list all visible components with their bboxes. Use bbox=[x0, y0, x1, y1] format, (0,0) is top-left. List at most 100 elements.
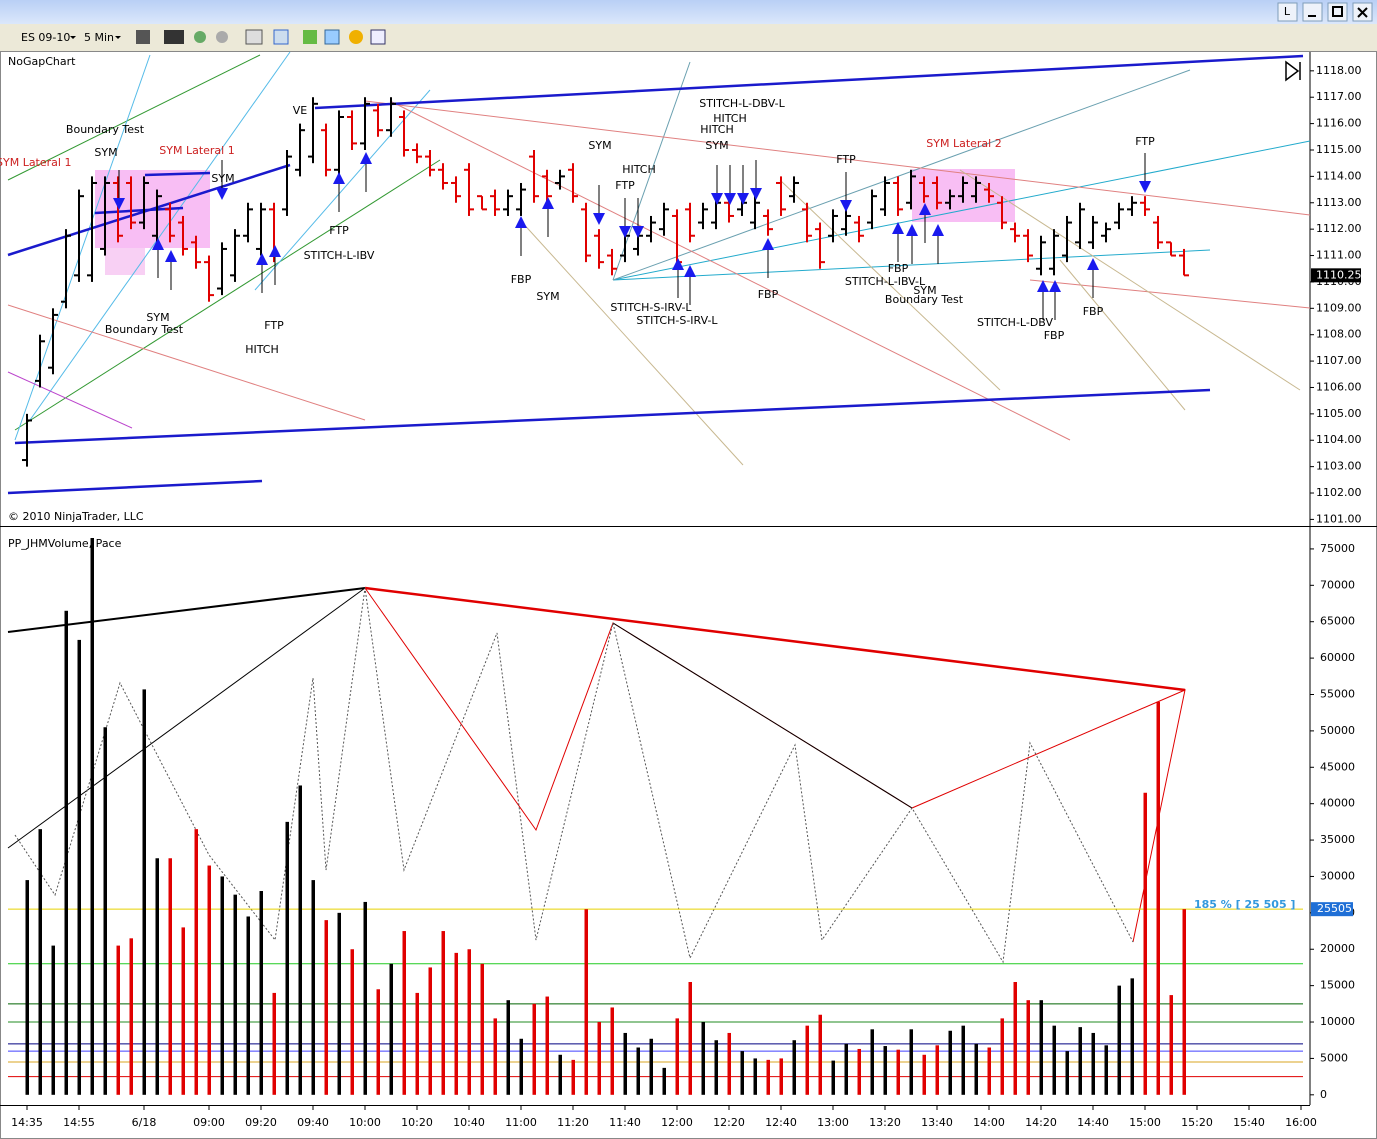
volume-bar bbox=[571, 1059, 575, 1095]
annotation: FBP bbox=[1083, 305, 1104, 318]
x-tick-label: 12:20 bbox=[713, 1116, 745, 1129]
y-tick-label: 1114.00 bbox=[1316, 169, 1362, 182]
trend-line bbox=[389, 100, 1071, 441]
y-tick-label: 60000 bbox=[1320, 651, 1355, 664]
bars-icon[interactable] bbox=[136, 30, 150, 44]
scroll-end-icon[interactable] bbox=[1285, 60, 1301, 82]
x-tick-label: 10:40 bbox=[453, 1116, 485, 1129]
y-tick-label: 75000 bbox=[1320, 542, 1355, 555]
signal-arrow-up bbox=[932, 224, 944, 236]
x-tick-label: 10:20 bbox=[401, 1116, 433, 1129]
channel-line bbox=[7, 479, 263, 495]
x-tick-label: 14:20 bbox=[1025, 1116, 1057, 1129]
volume-bar bbox=[493, 1018, 497, 1095]
volume-bar bbox=[636, 1047, 640, 1095]
y-tick-label: 1117.00 bbox=[1316, 90, 1362, 103]
annotation: SYM Lateral 2 bbox=[926, 137, 1001, 150]
volume-bar bbox=[818, 1014, 822, 1095]
annotation: SYM bbox=[588, 139, 611, 152]
volume-bar bbox=[987, 1047, 991, 1095]
volume-bar bbox=[688, 981, 692, 1095]
volume-bar bbox=[1078, 1027, 1082, 1095]
x-tick-label: 15:20 bbox=[1181, 1116, 1213, 1129]
draw-icon[interactable] bbox=[164, 30, 184, 44]
maximize-icon bbox=[1332, 6, 1343, 17]
volume-bar bbox=[1013, 981, 1017, 1095]
value-tag bbox=[1311, 902, 1353, 917]
x-tick-label: 13:00 bbox=[817, 1116, 849, 1129]
volume-bar bbox=[1091, 1032, 1095, 1095]
trend-line bbox=[612, 249, 1211, 281]
zoom-out-icon[interactable] bbox=[216, 31, 228, 43]
annotation: FTP bbox=[329, 224, 349, 237]
volume-bar bbox=[1169, 995, 1173, 1095]
signal-arrow-down bbox=[113, 198, 125, 210]
volume-bar bbox=[389, 963, 393, 1095]
annotation: SYM bbox=[146, 311, 169, 324]
channel-line bbox=[14, 388, 1211, 445]
value-tag-label: 25505 bbox=[1317, 902, 1352, 915]
properties-icon[interactable] bbox=[273, 29, 289, 45]
maximize-button[interactable] bbox=[1327, 2, 1348, 22]
x-tick-label: 14:00 bbox=[973, 1116, 1005, 1129]
annotation: FBP bbox=[511, 273, 532, 286]
y-tick-label: 5000 bbox=[1320, 1051, 1348, 1064]
volume-bar bbox=[38, 829, 42, 1095]
zoom-in-icon[interactable] bbox=[194, 31, 206, 43]
volume-bar bbox=[1130, 978, 1134, 1095]
volume-bar bbox=[909, 1029, 913, 1095]
annotation: HITCH bbox=[700, 123, 734, 136]
title-bar bbox=[0, 0, 1377, 24]
volume-bar bbox=[298, 785, 302, 1095]
annotation: SYM bbox=[705, 139, 728, 152]
annotation: FTP bbox=[615, 179, 635, 192]
money-icon[interactable] bbox=[349, 30, 363, 44]
strategy-icon[interactable] bbox=[303, 30, 317, 44]
volume-bar bbox=[259, 891, 263, 1095]
interval-selector[interactable] bbox=[80, 29, 124, 46]
data-box-icon[interactable] bbox=[370, 29, 386, 45]
dropdown-icon bbox=[70, 36, 76, 39]
y-tick-label: 1118.00 bbox=[1316, 64, 1362, 77]
window-button[interactable] bbox=[1277, 2, 1298, 22]
y-tick-label: 1108.00 bbox=[1316, 328, 1362, 341]
minimize-button[interactable] bbox=[1302, 2, 1323, 22]
volume-bar bbox=[623, 1032, 627, 1095]
annotation: Boundary Test bbox=[66, 123, 145, 136]
x-tick-label: 13:40 bbox=[921, 1116, 953, 1129]
pace-line bbox=[7, 587, 366, 849]
signal-arrow-up bbox=[892, 222, 904, 234]
volume-bar bbox=[220, 876, 224, 1095]
volume-bar bbox=[324, 920, 328, 1095]
volume-bar bbox=[1143, 792, 1147, 1095]
annotation: FBP bbox=[888, 262, 909, 275]
instrument-label: ES 09-10 bbox=[21, 31, 70, 44]
annotation: SYM bbox=[536, 290, 559, 303]
indicator-icon[interactable] bbox=[324, 29, 340, 45]
annotation: SYM bbox=[913, 284, 936, 297]
signal-arrow-down bbox=[619, 226, 631, 238]
signal-arrow-down bbox=[724, 193, 736, 205]
y-tick-label: 15000 bbox=[1320, 979, 1355, 992]
y-tick-label: 1116.00 bbox=[1316, 117, 1362, 130]
signal-arrow-up bbox=[1049, 280, 1061, 292]
y-tick-label: 65000 bbox=[1320, 615, 1355, 628]
y-tick-label: 1102.00 bbox=[1316, 486, 1362, 499]
y-tick-label: 1106.00 bbox=[1316, 380, 1362, 393]
chart-title: NoGapChart bbox=[8, 55, 76, 68]
volume-bar bbox=[142, 689, 146, 1095]
trend-line bbox=[364, 100, 1311, 216]
y-tick-label: 1101.00 bbox=[1316, 512, 1362, 525]
y-tick-label: 1104.00 bbox=[1316, 433, 1362, 446]
select-icon[interactable] bbox=[245, 29, 263, 45]
instrument-selector[interactable] bbox=[16, 29, 78, 46]
volume-bar bbox=[857, 1048, 861, 1095]
volume-bar bbox=[714, 1040, 718, 1095]
annotation: FBP bbox=[758, 288, 779, 301]
signal-arrow-down bbox=[737, 193, 749, 205]
x-tick-label: 12:00 bbox=[661, 1116, 693, 1129]
price-tag-label: 1110.25 bbox=[1316, 268, 1362, 281]
annotation: STITCH-L-DBV bbox=[977, 316, 1054, 329]
indicator-title: PP_JHMVolume, Pace bbox=[8, 537, 122, 550]
